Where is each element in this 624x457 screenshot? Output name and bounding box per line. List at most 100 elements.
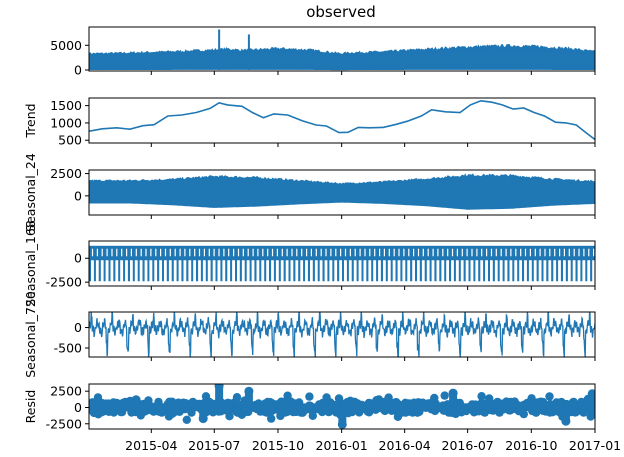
panel-observed: 0 5000 bbox=[50, 26, 596, 78]
resid-point bbox=[101, 399, 111, 408]
resid-point bbox=[168, 409, 177, 418]
resid-point bbox=[430, 393, 439, 403]
resid-point bbox=[504, 405, 514, 414]
resid-point bbox=[252, 403, 262, 412]
xtick-label-7: 2017-01 bbox=[569, 438, 621, 453]
resid-point bbox=[568, 398, 577, 407]
resid-point bbox=[92, 398, 101, 407]
resid-point bbox=[110, 399, 120, 408]
ytick-label-seasonal_720-1: 0 bbox=[74, 320, 82, 335]
resid-point bbox=[154, 403, 163, 413]
resid-point bbox=[202, 398, 212, 407]
x-axis: 2015-04 2015-07 2015-10 2016-01 2016-04 2016-… bbox=[125, 438, 621, 453]
resid-point bbox=[322, 403, 331, 412]
resid-point bbox=[393, 408, 403, 417]
plot-area-observed bbox=[89, 29, 595, 71]
resid-point bbox=[182, 415, 191, 424]
xtick-label-2: 2015-10 bbox=[252, 438, 304, 453]
resid-point bbox=[144, 396, 153, 405]
resid-point bbox=[232, 407, 241, 416]
xtick-label-5: 2016-07 bbox=[442, 438, 494, 453]
resid-point bbox=[271, 400, 281, 409]
ytick-label-resid-2: 2500 bbox=[50, 384, 82, 399]
resid-point bbox=[187, 408, 196, 417]
plot-area-seasonal_24 bbox=[89, 173, 595, 210]
resid-point bbox=[447, 408, 456, 417]
ylabel-seasonal_720: Seasonal_720 bbox=[23, 291, 38, 378]
resid-point bbox=[280, 397, 289, 407]
resid-point bbox=[89, 408, 99, 418]
panel-seasonal_24: 0 2500 Seasonal_24 bbox=[23, 153, 596, 232]
resid-point bbox=[136, 411, 145, 420]
resid-point bbox=[192, 399, 202, 409]
ytick-label-observed-0: 0 bbox=[74, 63, 82, 78]
resid-point bbox=[538, 405, 548, 415]
xtick-label-1: 2015-07 bbox=[188, 438, 240, 453]
resid-point bbox=[556, 398, 565, 408]
ytick-label-resid-1: 0 bbox=[74, 400, 82, 415]
ytick-label-seasonal_24-0: 0 bbox=[74, 188, 82, 203]
resid-point bbox=[364, 408, 374, 417]
resid-point bbox=[350, 397, 359, 406]
panel-seasonal_720: -500 0 Seasonal_720 bbox=[23, 291, 596, 378]
ytick-label-observed-1: 5000 bbox=[50, 38, 82, 53]
resid-point bbox=[546, 400, 555, 409]
ylabel-seasonal_168: Seasonal_168 bbox=[23, 220, 38, 307]
resid-point bbox=[384, 393, 393, 402]
resid-point bbox=[571, 408, 580, 417]
resid-point bbox=[545, 392, 554, 401]
resid-point bbox=[116, 407, 126, 417]
resid-point bbox=[289, 407, 298, 417]
weekly-upper-block bbox=[89, 245, 595, 261]
ytick-label-trend-1: 1000 bbox=[50, 115, 82, 130]
resid-point bbox=[480, 408, 489, 417]
ytick-label-seasonal_168-0: -2500 bbox=[46, 275, 82, 290]
xtick-label-3: 2016-01 bbox=[316, 438, 368, 453]
resid-point bbox=[495, 401, 505, 410]
resid-point bbox=[223, 398, 233, 408]
resid-point bbox=[516, 406, 525, 416]
resid-point bbox=[279, 405, 288, 414]
ylabel-seasonal_24: Seasonal_24 bbox=[23, 153, 38, 232]
resid-point bbox=[221, 406, 231, 415]
ytick-label-seasonal_720-0: -500 bbox=[54, 341, 82, 356]
resid-point bbox=[308, 411, 317, 420]
ytick-label-resid-0: -2500 bbox=[46, 416, 82, 431]
resid-point bbox=[267, 414, 276, 423]
ytick-label-trend-0: 500 bbox=[58, 133, 82, 148]
observed-oscillation bbox=[89, 44, 595, 70]
panel-seasonal_168: -2500 0 Seasonal_168 bbox=[23, 220, 596, 307]
resid-point bbox=[395, 401, 405, 410]
ytick-label-seasonal_168-1: 0 bbox=[74, 251, 82, 266]
resid-point bbox=[482, 399, 491, 409]
xtick-label-4: 2016-04 bbox=[379, 438, 431, 453]
panels: 0500050010001500Trend02500Seasonal_24-25… bbox=[23, 26, 596, 433]
ylabel-trend: Trend bbox=[23, 103, 38, 138]
panel-trend: 500 1000 1500 Trend bbox=[23, 97, 596, 148]
series-line-trend bbox=[89, 99, 595, 141]
resid-point bbox=[420, 402, 429, 412]
resid-point bbox=[457, 408, 466, 417]
xtick-label-0: 2015-04 bbox=[125, 438, 177, 453]
weekly-gaps bbox=[91, 248, 595, 257]
resid-point bbox=[165, 397, 174, 406]
resid-point bbox=[410, 401, 420, 410]
weekly-lower-bars bbox=[89, 258, 593, 282]
resid-point bbox=[546, 405, 555, 415]
resid-point bbox=[526, 399, 535, 408]
resid-point bbox=[305, 401, 314, 410]
resid-point bbox=[107, 406, 117, 415]
plot-area-seasonal_720 bbox=[89, 312, 595, 357]
plot-area-seasonal_168 bbox=[89, 245, 595, 282]
resid-point bbox=[305, 392, 314, 401]
resid-point bbox=[381, 403, 390, 413]
ytick-label-trend-2: 1500 bbox=[50, 98, 82, 113]
xtick-label-6: 2016-10 bbox=[505, 438, 557, 453]
resid-points bbox=[89, 391, 595, 424]
resid-point bbox=[140, 403, 149, 412]
series-line-seasonal_720 bbox=[89, 312, 595, 357]
series-band-seasonal_24 bbox=[89, 173, 595, 210]
